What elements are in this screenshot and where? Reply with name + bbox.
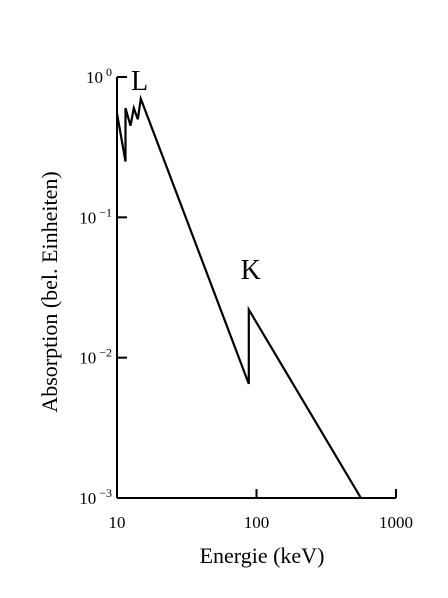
edge-label-k: K xyxy=(241,255,261,286)
y-tick-exponent: 0 xyxy=(106,65,112,79)
y-tick-label: 10 0 xyxy=(86,65,112,87)
edge-label-l: L xyxy=(131,66,148,97)
x-tick-label: 100 xyxy=(244,513,270,532)
y-tick-base: 10 xyxy=(79,349,96,368)
y-tick-exponent: −1 xyxy=(99,205,112,219)
y-tick-base: 10 xyxy=(86,68,103,87)
x-tick-label: 10 xyxy=(109,513,126,532)
y-tick-label: 10 −1 xyxy=(79,205,112,227)
y-tick-exponent: −3 xyxy=(99,486,112,500)
y-tick-base: 10 xyxy=(79,489,96,508)
absorption-curve xyxy=(115,94,362,499)
y-tick-label: 10 −3 xyxy=(79,486,112,508)
x-tick-label: 1000 xyxy=(379,513,413,532)
y-tick-base: 10 xyxy=(79,208,96,227)
y-tick-label: 10 −2 xyxy=(79,346,112,368)
y-axis-title: Absorption (bel. Einheiten) xyxy=(37,171,62,412)
x-axis-title: Energie (keV) xyxy=(200,543,325,568)
y-tick-exponent: −2 xyxy=(99,346,112,360)
